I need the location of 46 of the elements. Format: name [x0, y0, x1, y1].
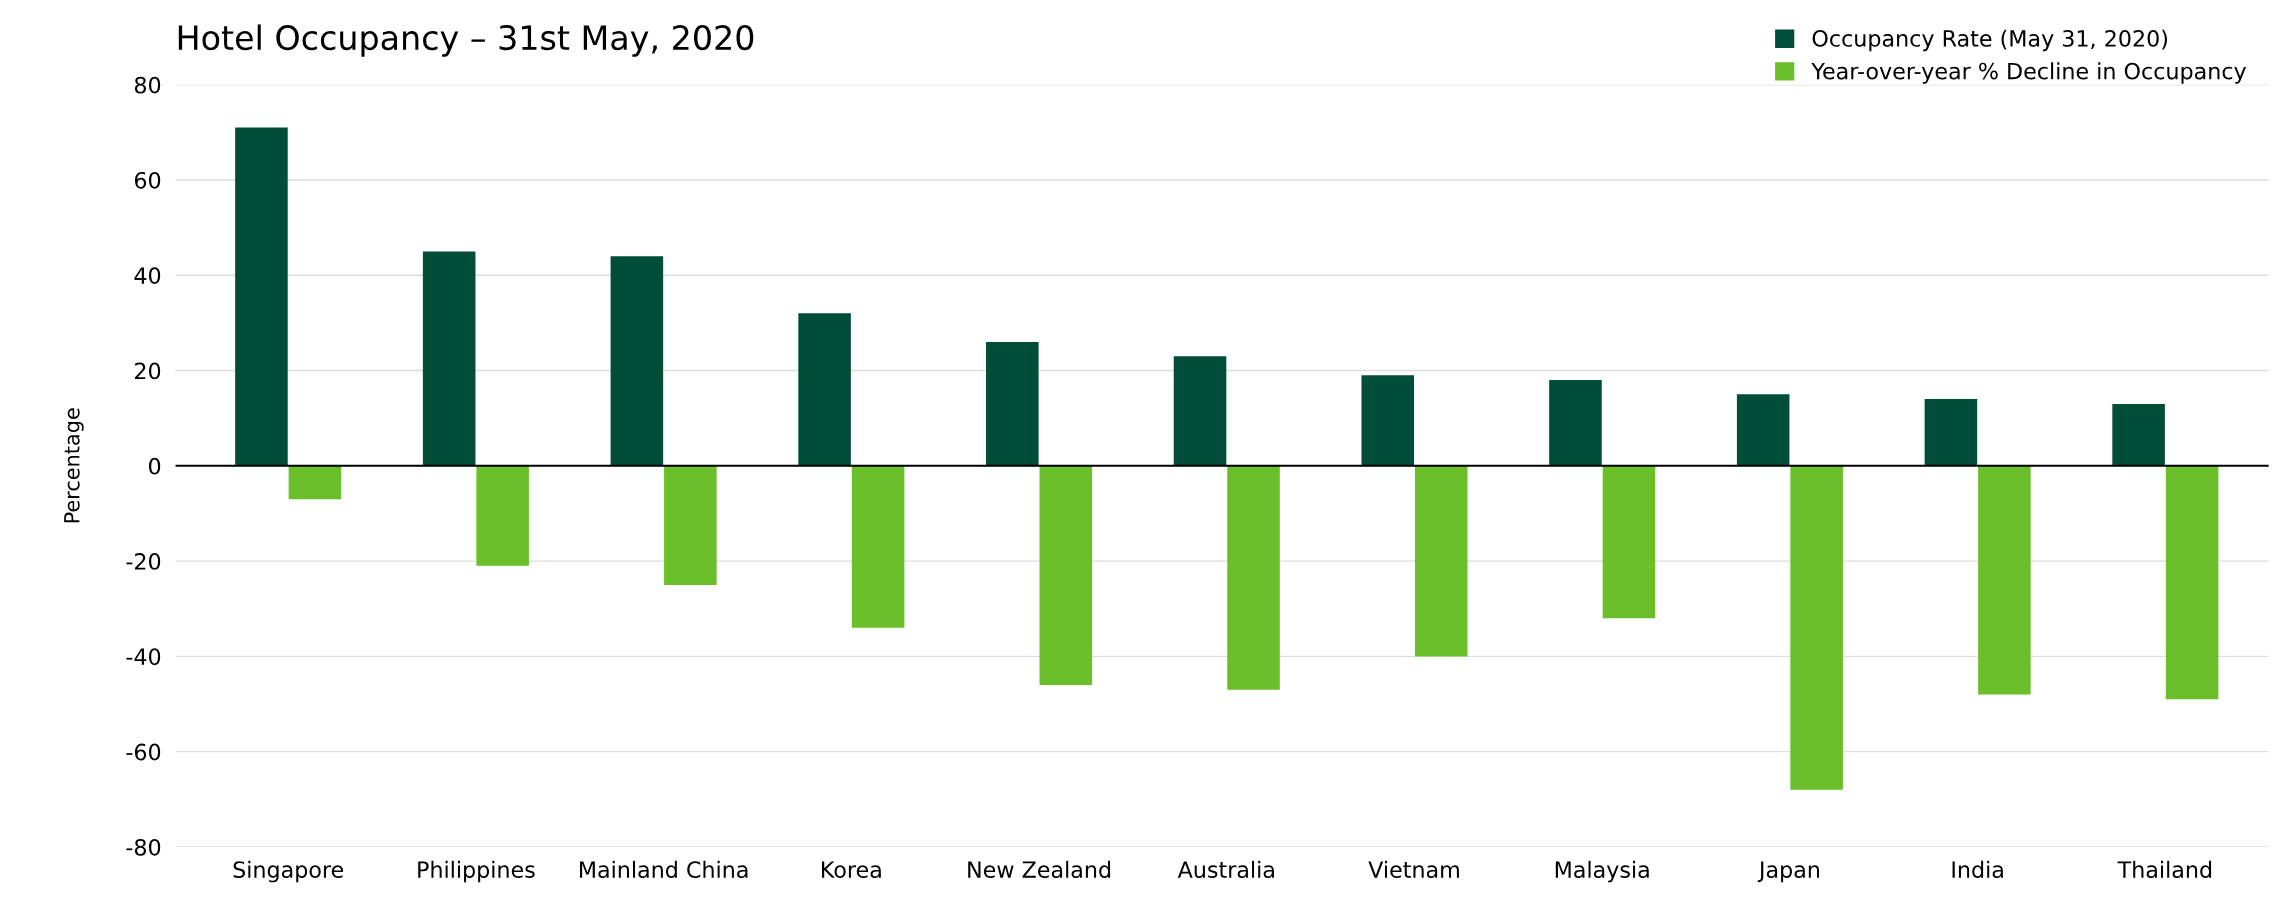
- bar: [1173, 356, 1227, 466]
- bar: [1978, 465, 2031, 695]
- x-tick-label: India: [1952, 860, 2003, 879]
- x-tick-label: Japan: [1757, 861, 1820, 883]
- y-tick-label: 80: [134, 76, 161, 94]
- bar: [422, 251, 476, 466]
- x-tick-label: Malaysia: [1555, 860, 1649, 883]
- y-tick-label: -40: [126, 648, 161, 666]
- x-tick-label: Singapore: [233, 860, 344, 883]
- bar: [798, 313, 851, 466]
- bar: [664, 465, 717, 585]
- bar: [2165, 465, 2219, 700]
- bar: [1039, 465, 1093, 685]
- bar: [610, 256, 664, 466]
- bar: [476, 465, 529, 566]
- bar: [851, 465, 905, 628]
- bar: [1924, 399, 1978, 466]
- bar: [235, 127, 288, 466]
- bar: [1602, 465, 1656, 619]
- bar: [1361, 375, 1415, 466]
- bar: [986, 341, 1039, 466]
- chart-title: Hotel Occupancy – 31st May, 2020: [178, 24, 754, 57]
- x-tick-label: New Zealand: [968, 860, 1111, 879]
- bar: [1414, 465, 1468, 657]
- legend-label: Year-over-year % Decline in Occupancy: [1811, 62, 2247, 84]
- y-axis-title: Percentage: [64, 408, 84, 523]
- bar: [1549, 380, 1602, 466]
- y-tick-label: 20: [135, 362, 161, 380]
- bar: [1790, 465, 1843, 790]
- y-tick-label: 40: [134, 267, 161, 285]
- x-tick-label: Mainland China: [580, 860, 748, 879]
- y-tick-label: 60: [134, 171, 161, 189]
- y-tick-label: 0: [149, 457, 161, 475]
- x-tick-label: Vietnam: [1368, 860, 1459, 879]
- bar: [288, 465, 342, 500]
- y-tick-label: -20: [126, 553, 161, 570]
- x-tick-label: Korea: [822, 861, 881, 879]
- x-tick-label: Thailand: [2117, 860, 2212, 879]
- bar: [2112, 403, 2165, 466]
- x-tick-label: Philippines: [418, 860, 535, 883]
- bar: [1736, 394, 1790, 466]
- legend-label: Occupancy Rate (May 31, 2020): [1812, 29, 2168, 52]
- y-tick-label: -60: [126, 743, 161, 761]
- x-tick-label: Australia: [1177, 860, 1274, 879]
- bar: [1227, 465, 1280, 690]
- y-tick-label: -80: [126, 838, 161, 856]
